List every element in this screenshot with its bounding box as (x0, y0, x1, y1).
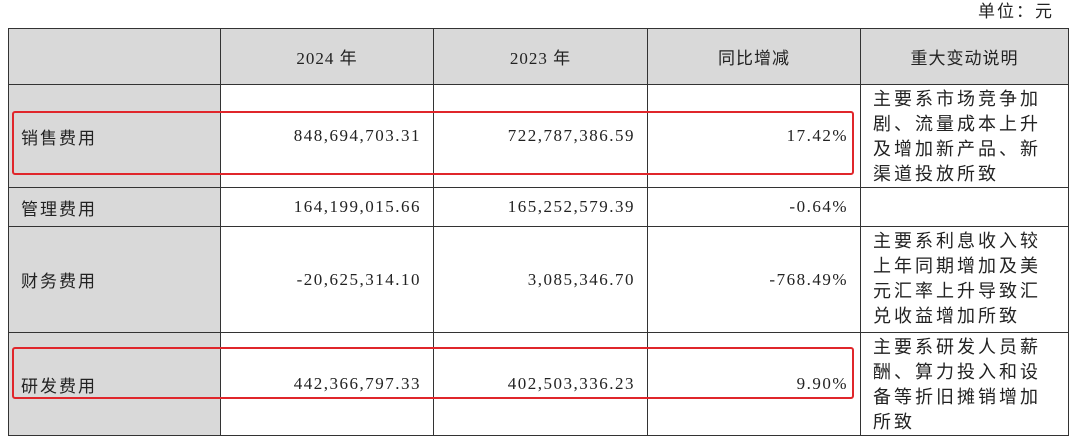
value-cell: 17.42% (647, 84, 861, 188)
value-cell: -20,625,314.10 (220, 226, 434, 333)
header-cell: 重大变动说明 (860, 28, 1069, 85)
value-cell: -768.49% (647, 226, 861, 333)
value-cell: 165,252,579.39 (433, 187, 648, 227)
table-row: 研发费用 442,366,797.33 402,503,336.23 9.90% 主要系… (8, 332, 1069, 436)
value-cell: 442,366,797.33 (220, 332, 434, 436)
description-cell: 主要系利息收入较上年同期增加及美元汇率上升导致汇兑收益增加所致 (860, 226, 1069, 333)
header-cell (8, 28, 221, 85)
table-row: 管理费用 164,199,015.66 165,252,579.39 -0.64% (8, 187, 1069, 227)
expense-table: 2024 年 2023 年同比增减 重大变动说明 销售费用 848,694,703.3… (8, 28, 1069, 436)
value-cell: 722,787,386.59 (433, 84, 648, 188)
value-cell: 164,199,015.66 (220, 187, 434, 227)
value-cell: 9.90% (647, 332, 861, 436)
value-cell: -0.64% (647, 187, 861, 227)
value-cell: 848,694,703.31 (220, 84, 434, 188)
row-label: 销售费用 (8, 84, 221, 188)
row-label: 财务费用 (8, 226, 221, 333)
row-label: 研发费用 (8, 332, 221, 436)
unit-label: 单位：元 (978, 2, 1054, 21)
description-cell: 主要系市场竞争加剧、流量成本上升及增加新产品、新渠道投放所致 (860, 84, 1069, 188)
header-cell: 同比增减 (647, 28, 861, 85)
header-row: 2024 年 2023 年同比增减 重大变动说明 (8, 28, 1069, 85)
page: {"unit": "单位：元", "table": { "headers": [… (8, 2, 1069, 436)
description-cell: 主要系研发人员薪酬、算力投入和设备等折旧摊销增加所致 (860, 332, 1069, 436)
table-row: 财务费用 -20,625,314.10 3,085,346.70 -768.49% 主要… (8, 226, 1069, 333)
value-cell: 402,503,336.23 (433, 332, 648, 436)
table-row: 销售费用 848,694,703.31 722,787,386.59 17.42% 主要… (8, 84, 1069, 188)
header-cell: 2023 年 (433, 28, 648, 85)
value-cell: 3,085,346.70 (433, 226, 648, 333)
description-cell (860, 187, 1069, 227)
row-label: 管理费用 (8, 187, 221, 227)
header-cell: 2024 年 (220, 28, 434, 85)
